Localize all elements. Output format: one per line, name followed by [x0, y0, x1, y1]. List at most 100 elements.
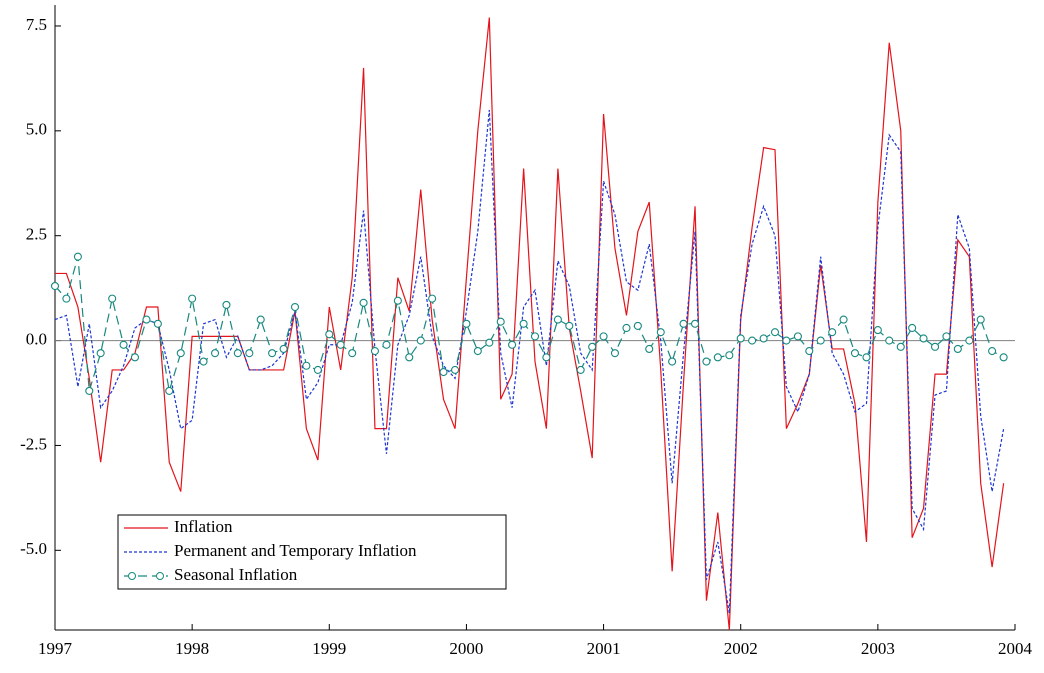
y-tick-label: 5.0 — [26, 120, 47, 139]
data-point — [645, 344, 654, 354]
y-tick-label: -5.0 — [20, 539, 47, 558]
data-point — [153, 319, 162, 328]
data-point — [839, 315, 848, 324]
data-point — [725, 351, 734, 360]
data-point — [988, 347, 997, 356]
data-point — [73, 252, 82, 261]
data-point — [565, 321, 574, 330]
y-tick-label: 2.5 — [26, 225, 47, 244]
data-point — [496, 317, 505, 326]
data-point — [370, 347, 380, 356]
data-point — [976, 315, 985, 324]
x-tick-label: 1997 — [38, 639, 73, 658]
data-point — [485, 338, 494, 347]
data-point — [233, 349, 242, 358]
x-tick-label: 2004 — [998, 639, 1033, 658]
data-point — [508, 340, 517, 349]
data-point — [816, 336, 825, 345]
x-tick-label: 2000 — [449, 639, 483, 658]
data-point — [245, 349, 254, 358]
x-tick-label: 2003 — [861, 639, 895, 658]
data-point — [713, 353, 722, 362]
data-point — [748, 336, 757, 345]
data-point — [656, 328, 665, 337]
data-point — [130, 353, 140, 362]
data-point — [405, 353, 414, 362]
data-point — [690, 319, 700, 328]
series-line — [55, 17, 1005, 631]
data-point — [633, 321, 642, 330]
x-tick-label: 2002 — [724, 639, 758, 658]
legend-marker — [156, 572, 164, 580]
data-point — [50, 281, 60, 291]
series-line — [54, 109, 1005, 614]
data-point — [519, 319, 528, 328]
data-point — [862, 353, 871, 362]
data-point — [702, 357, 711, 366]
data-point — [542, 353, 551, 362]
x-tick-label: 1999 — [312, 639, 346, 658]
data-point — [450, 365, 460, 374]
data-point — [119, 340, 128, 349]
data-point — [473, 347, 482, 356]
data-point — [668, 357, 677, 366]
legend-marker — [128, 572, 136, 580]
data-point — [850, 349, 860, 358]
data-point — [999, 353, 1008, 362]
legend-box — [117, 514, 507, 590]
data-point — [210, 349, 220, 358]
data-point — [679, 319, 688, 328]
legend-label: Inflation — [174, 517, 233, 536]
series-line — [54, 256, 1004, 392]
data-point — [576, 365, 585, 374]
data-point — [736, 334, 745, 343]
y-tick-label: 0.0 — [26, 329, 47, 348]
data-point — [165, 386, 174, 395]
data-point — [919, 334, 928, 343]
data-point — [279, 344, 288, 354]
data-point — [62, 294, 71, 303]
data-point — [873, 326, 882, 335]
data-point — [770, 328, 780, 337]
data-point — [462, 319, 471, 328]
data-point — [553, 315, 562, 324]
y-tick-label: 7.5 — [26, 15, 47, 34]
y-tick-label: -2.5 — [20, 434, 47, 453]
legend-label: Seasonal Inflation — [174, 565, 298, 584]
data-point — [188, 294, 197, 303]
data-point — [953, 344, 962, 354]
data-point — [530, 332, 540, 341]
data-point — [793, 332, 802, 341]
data-point — [805, 347, 814, 356]
data-point — [782, 336, 791, 345]
data-point — [622, 323, 631, 333]
data-point — [965, 336, 974, 345]
legend: Inflation Permanent and Temporary Inflati… — [117, 514, 507, 590]
data-point — [313, 365, 322, 374]
data-point — [325, 330, 334, 339]
data-point — [348, 349, 357, 358]
data-point — [439, 367, 448, 377]
data-point — [359, 298, 368, 307]
data-point — [176, 349, 185, 358]
x-tick-label: 1998 — [175, 639, 209, 658]
data-point — [908, 323, 917, 333]
legend-label: Permanent and Temporary Inflation — [174, 541, 417, 560]
data-point — [85, 386, 94, 395]
data-point — [599, 332, 608, 341]
x-tick-label: 2001 — [587, 639, 621, 658]
data-point — [222, 300, 231, 309]
data-point — [290, 302, 300, 312]
data-point — [885, 336, 894, 345]
data-point — [336, 340, 345, 349]
data-point — [393, 296, 402, 305]
data-point — [428, 294, 437, 303]
data-point — [610, 349, 620, 358]
data-point — [930, 342, 940, 351]
data-point — [942, 332, 951, 341]
data-point — [108, 294, 117, 303]
data-point — [96, 349, 105, 358]
data-point — [142, 315, 151, 324]
